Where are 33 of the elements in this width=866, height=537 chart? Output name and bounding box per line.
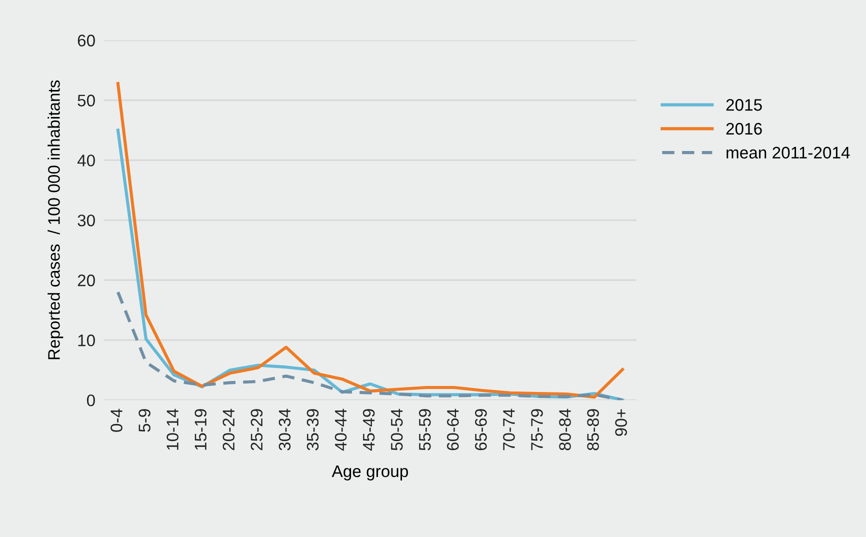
x-tick-label: 55-59 <box>418 409 431 450</box>
line-series <box>116 82 624 399</box>
x-tick-label: 70-74 <box>503 408 515 450</box>
y-tick-label: 60 <box>78 34 95 46</box>
x-tick-label: 45-49 <box>362 409 375 451</box>
x-axis-title: Age group <box>332 466 408 480</box>
x-tick-label: 30-34 <box>278 408 291 450</box>
x-tick-label: 25-29 <box>250 409 263 450</box>
y-tick-label: 20 <box>78 274 95 286</box>
x-tick-label: 40-44 <box>334 408 347 451</box>
x-tick-label: 90+ <box>615 409 627 436</box>
x-tick-label: 35-39 <box>306 409 319 450</box>
x-tick-label: 60-64 <box>446 408 459 450</box>
x-tick-label: 80-84 <box>559 408 571 450</box>
y-tick-label: 10 <box>78 334 95 346</box>
line-series <box>116 290 624 400</box>
legend-label: 2016 <box>726 122 762 135</box>
x-tick-label: 50-54 <box>390 408 403 450</box>
x-tick-label: 65-69 <box>475 409 487 450</box>
x-tick-label: 10-14 <box>166 408 178 450</box>
y-tick-label: 30 <box>78 214 95 226</box>
y-axis-title: Reported cases / 100 000 inhabitants <box>48 80 64 360</box>
x-tick-label: 5-9 <box>138 409 150 432</box>
x-tick-label: 0-4 <box>110 408 122 432</box>
x-tick-label: 20-24 <box>222 408 235 450</box>
legend-label: 2015 <box>726 99 762 111</box>
y-tick-label: 50 <box>78 94 95 106</box>
y-tick-label: 40 <box>77 154 95 166</box>
x-tick-label: 15-19 <box>194 409 207 450</box>
y-tick-label: 0 <box>86 394 95 406</box>
legend-label: mean 2011-2014 <box>726 146 850 159</box>
x-tick-label: 85-89 <box>587 409 599 450</box>
x-tick-label: 75-79 <box>531 409 543 450</box>
